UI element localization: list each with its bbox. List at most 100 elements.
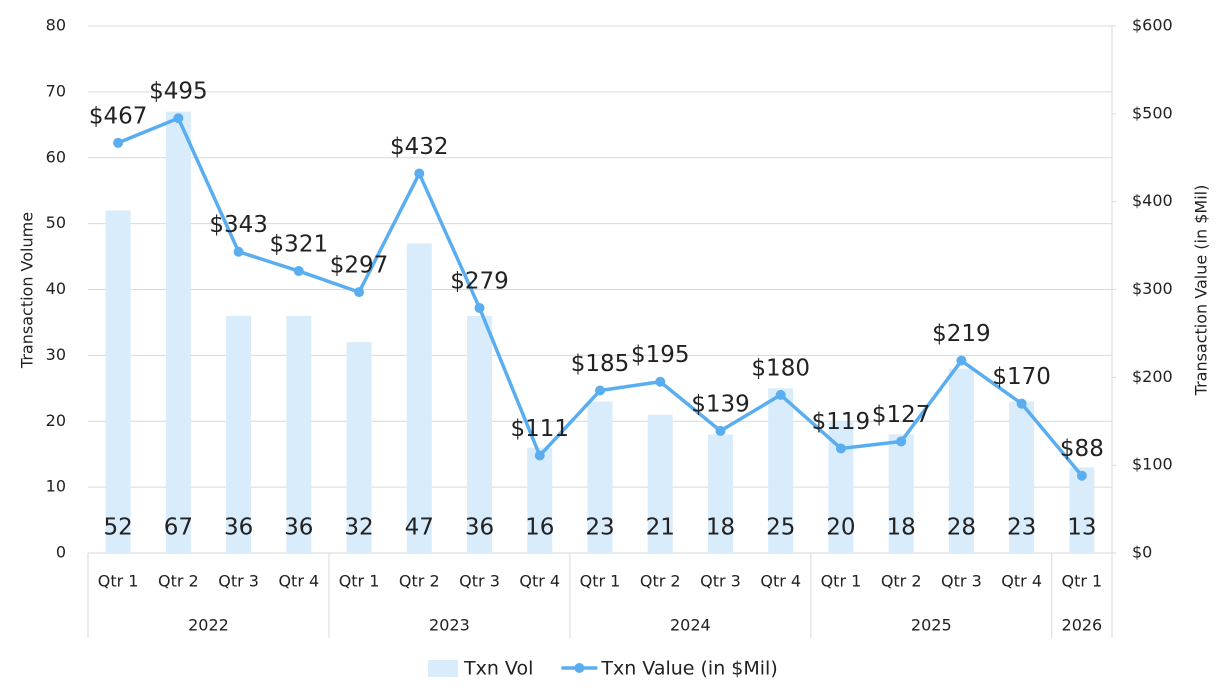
bar-value-label: 23 [585,515,614,541]
bar-value-label: 67 [164,515,193,541]
y-tick-label: 60 [46,147,66,166]
bar-value-label: 36 [284,515,313,541]
x-group-label: 2024 [670,616,711,635]
y-tick-label: 30 [46,345,66,364]
x-tick-label: Qtr 3 [941,572,982,591]
y2-axis-label: Transaction Value (in $Mil) [1192,185,1211,397]
line-marker [655,376,666,387]
x-tick-label: Qtr 4 [760,572,801,591]
bar-value-label: 36 [465,515,494,541]
y2-tick-label: $600 [1132,16,1173,35]
legend-label: Txn Vol [463,658,533,680]
y-tick-label: 40 [46,279,66,298]
line-marker [354,287,365,298]
bar-value-label: 28 [947,515,976,541]
line-value-label: $432 [390,134,449,160]
bar [948,368,974,553]
bar-value-label: 52 [103,515,132,541]
x-tick-label: Qtr 3 [218,572,259,591]
x-tick-label: Qtr 4 [519,572,560,591]
x-tick-label: Qtr 1 [339,572,380,591]
line-value-label: $495 [149,79,208,105]
bar [467,315,493,553]
line-marker [835,443,846,454]
bar [165,111,191,553]
x-group-label: 2023 [429,616,470,635]
bar [105,210,131,553]
legend-marker [574,663,585,673]
line-marker [956,355,967,366]
x-tick-label: Qtr 1 [1062,572,1103,591]
x-tick-label: Qtr 2 [158,572,199,591]
bar-value-label: 20 [826,515,855,541]
line-marker [173,113,184,124]
line-marker [414,168,425,179]
line-marker [775,389,786,400]
line-value-label: $343 [209,212,268,238]
bar-value-label: 21 [646,515,675,541]
bar [587,401,613,553]
line-value-label: $170 [992,364,1051,390]
x-group-label: 2026 [1062,616,1103,635]
line-value-label: $111 [510,416,569,442]
bar-value-label: 18 [706,515,735,541]
x-tick-label: Qtr 1 [821,572,862,591]
y2-tick-label: $400 [1132,191,1173,210]
bar-value-label: 13 [1067,515,1096,541]
bar-value-label: 16 [525,515,554,541]
x-tick-label: Qtr 2 [399,572,440,591]
line-value-label: $195 [631,342,690,368]
legend-label: Txn Value (in $Mil) [600,658,777,680]
x-tick-label: Qtr 4 [1001,572,1042,591]
bar-value-label: 47 [405,515,434,541]
line-marker [293,266,304,277]
x-tick-label: Qtr 1 [580,572,621,591]
legend-swatch [428,660,458,677]
line-value-label: $185 [571,351,630,377]
line-value-label: $127 [872,402,931,428]
bar [647,414,673,553]
y2-tick-label: $300 [1132,279,1173,298]
bar-value-label: 18 [887,515,916,541]
line-marker [1016,398,1027,409]
x-tick-label: Qtr 2 [640,572,681,591]
bar [286,315,312,553]
y-tick-label: 70 [46,81,66,100]
line-value-label: $119 [812,409,871,435]
line-value-label: $297 [330,253,389,279]
x-tick-label: Qtr 3 [700,572,741,591]
x-tick-label: Qtr 4 [278,572,319,591]
y-tick-label: 80 [46,16,66,35]
y2-tick-label: $500 [1132,103,1173,122]
line-marker [715,425,726,436]
bar [1009,401,1035,553]
line-marker [1076,470,1087,481]
x-group-label: 2025 [911,616,952,635]
bar-value-label: 25 [766,515,795,541]
line-value-label: $139 [691,391,750,417]
line-value-label: $180 [751,355,810,381]
line-value-label: $321 [270,232,329,258]
line-value-label: $467 [89,103,148,129]
y-tick-label: 20 [46,411,66,430]
bar [707,434,733,553]
y2-tick-label: $200 [1132,367,1173,386]
line-marker [113,137,124,148]
bar [226,315,252,553]
y-axis-label: Transaction Volume [18,212,37,369]
line-marker [233,246,244,257]
bar-value-label: 36 [224,515,253,541]
x-tick-label: Qtr 2 [881,572,922,591]
bar [768,388,794,553]
bar-value-label: 23 [1007,515,1036,541]
line-marker [896,436,907,447]
y-tick-label: 10 [46,477,66,496]
line-marker [534,450,545,461]
bar [346,342,372,553]
line-value-label: $219 [932,321,991,347]
y2-tick-label: $0 [1132,543,1152,562]
y2-tick-label: $100 [1132,455,1173,474]
y-tick-label: 0 [56,543,66,562]
line-marker [595,385,605,396]
